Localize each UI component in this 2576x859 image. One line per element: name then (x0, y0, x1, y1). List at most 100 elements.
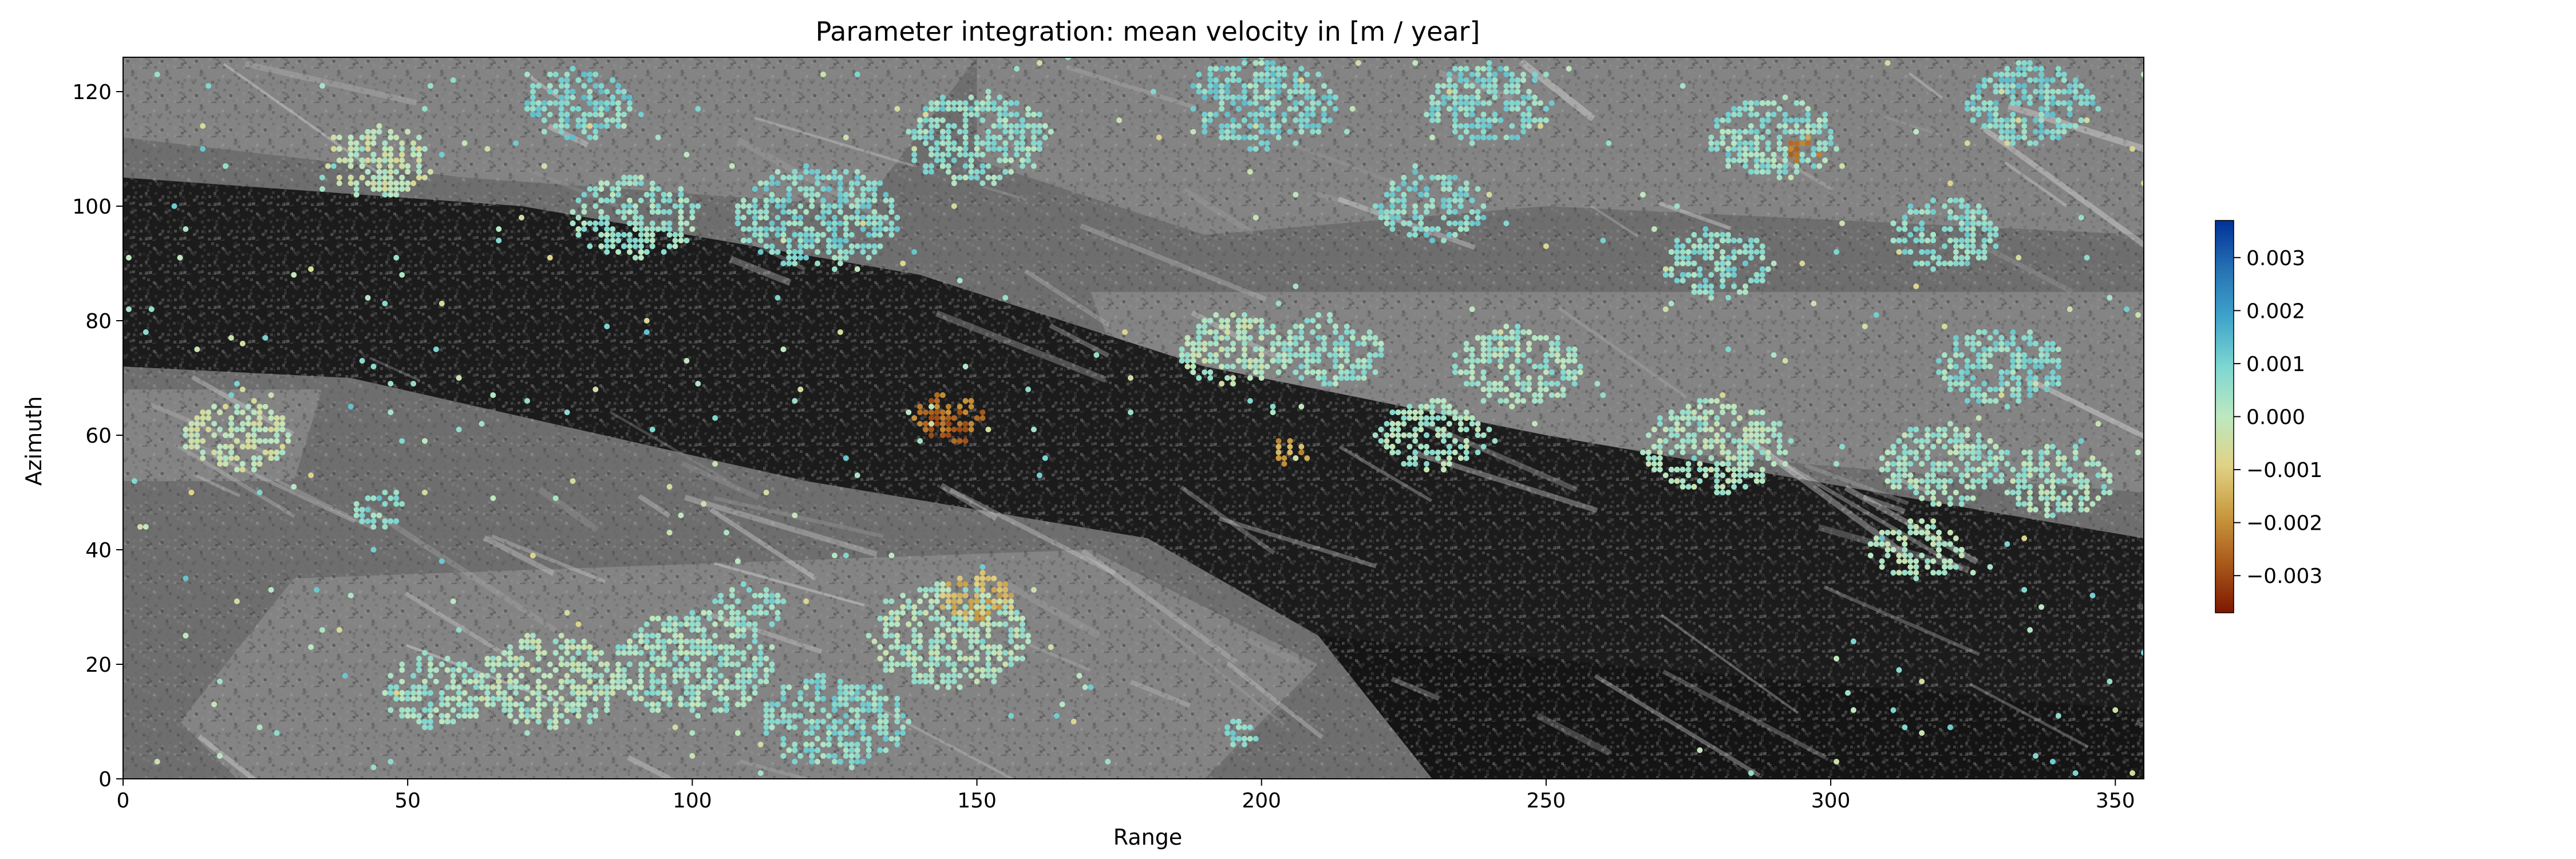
velocity-point (1515, 83, 1521, 89)
velocity-point (1196, 375, 1202, 381)
velocity-point (1976, 83, 1982, 89)
velocity-point (2027, 100, 2033, 106)
velocity-point (1401, 180, 1407, 186)
velocity-point (979, 673, 986, 679)
velocity-point (1526, 89, 1532, 94)
velocity-point (1981, 238, 1988, 243)
velocity-point (1486, 60, 1492, 66)
velocity-point (1241, 364, 1247, 369)
velocity-point (740, 203, 746, 209)
velocity-point (1526, 106, 1532, 112)
velocity-point (860, 243, 866, 249)
velocity-point (1224, 123, 1231, 129)
velocity-point (1998, 346, 2005, 352)
velocity-point (1480, 117, 1487, 123)
velocity-point (1480, 352, 1487, 358)
velocity-point (638, 679, 644, 684)
velocity-point (535, 100, 542, 106)
velocity-point (1304, 352, 1310, 358)
velocity-point (1674, 249, 1680, 255)
velocity-point (1748, 450, 1754, 455)
velocity-point (1731, 472, 1737, 478)
velocity-point (524, 106, 530, 112)
velocity-point (939, 604, 946, 610)
velocity-point (1503, 100, 1510, 106)
velocity-point (1651, 461, 1657, 467)
velocity-point (592, 83, 599, 89)
velocity-point (1799, 152, 1805, 157)
velocity-point (1685, 409, 1692, 415)
velocity-point (1526, 346, 1532, 352)
velocity-point (1782, 117, 1788, 123)
velocity-point (962, 175, 969, 180)
velocity-point (1298, 117, 1305, 123)
velocity-point (866, 215, 872, 220)
velocity-point (1492, 83, 1498, 89)
velocity-point (763, 180, 769, 186)
velocity-point (1424, 112, 1430, 117)
velocity-point (2084, 94, 2090, 100)
velocity-point (797, 249, 804, 255)
velocity-point (1970, 335, 1976, 341)
velocity-point (945, 152, 951, 157)
velocity-point (1788, 146, 1794, 152)
velocity-point (1976, 249, 1982, 255)
velocity-point (1993, 461, 1999, 467)
velocity-point (683, 702, 690, 707)
velocity-point (2016, 398, 2022, 404)
velocity-point (792, 261, 798, 266)
velocity-point (666, 616, 673, 621)
velocity-point (1435, 226, 1441, 232)
velocity-point (1275, 123, 1282, 129)
velocity-point (1577, 369, 1583, 375)
velocity-point (1452, 66, 1458, 72)
velocity-point (1270, 117, 1276, 123)
velocity-point (815, 192, 821, 198)
velocity-point (803, 209, 809, 215)
velocity-point (604, 117, 610, 123)
velocity-point (239, 427, 246, 432)
velocity-point (1275, 369, 1282, 375)
velocity-point (1554, 358, 1560, 364)
velocity-point (1048, 129, 1054, 135)
velocity-point (1469, 369, 1475, 375)
velocity-point (2078, 507, 2084, 513)
velocity-point (1258, 129, 1265, 135)
velocity-point (1748, 243, 1754, 249)
velocity-point (974, 581, 980, 587)
velocity-point (1708, 438, 1714, 444)
velocity-point (1822, 140, 1828, 146)
velocity-point (1902, 553, 1908, 558)
velocity-point (1219, 123, 1225, 129)
velocity-point (1793, 140, 1800, 146)
velocity-point (410, 152, 417, 157)
velocity-point (1224, 77, 1231, 83)
velocity-point (1503, 83, 1510, 89)
velocity-point (797, 215, 804, 220)
velocity-point (1258, 375, 1265, 381)
velocity-point (2044, 358, 2050, 364)
velocity-point (564, 135, 570, 140)
velocity-point (587, 135, 593, 140)
velocity-point (285, 438, 291, 444)
velocity-point (1953, 346, 1959, 352)
velocity-point (957, 146, 963, 152)
velocity-point (1776, 444, 1783, 450)
velocity-point (376, 175, 382, 180)
velocity-point (1463, 444, 1469, 450)
velocity-point (2061, 467, 2067, 472)
velocity-point (587, 72, 593, 77)
velocity-point (376, 123, 382, 129)
velocity-point (729, 616, 735, 621)
velocity-point (1446, 198, 1452, 203)
velocity-point (985, 106, 991, 112)
velocity-point (957, 106, 963, 112)
velocity-point (2044, 507, 2050, 513)
velocity-point (200, 455, 206, 461)
velocity-point (547, 72, 553, 77)
velocity-point (906, 604, 912, 610)
velocity-point (1970, 94, 1976, 100)
velocity-point (1315, 129, 1322, 135)
velocity-point (1492, 72, 1498, 77)
velocity-point (1293, 140, 1299, 146)
